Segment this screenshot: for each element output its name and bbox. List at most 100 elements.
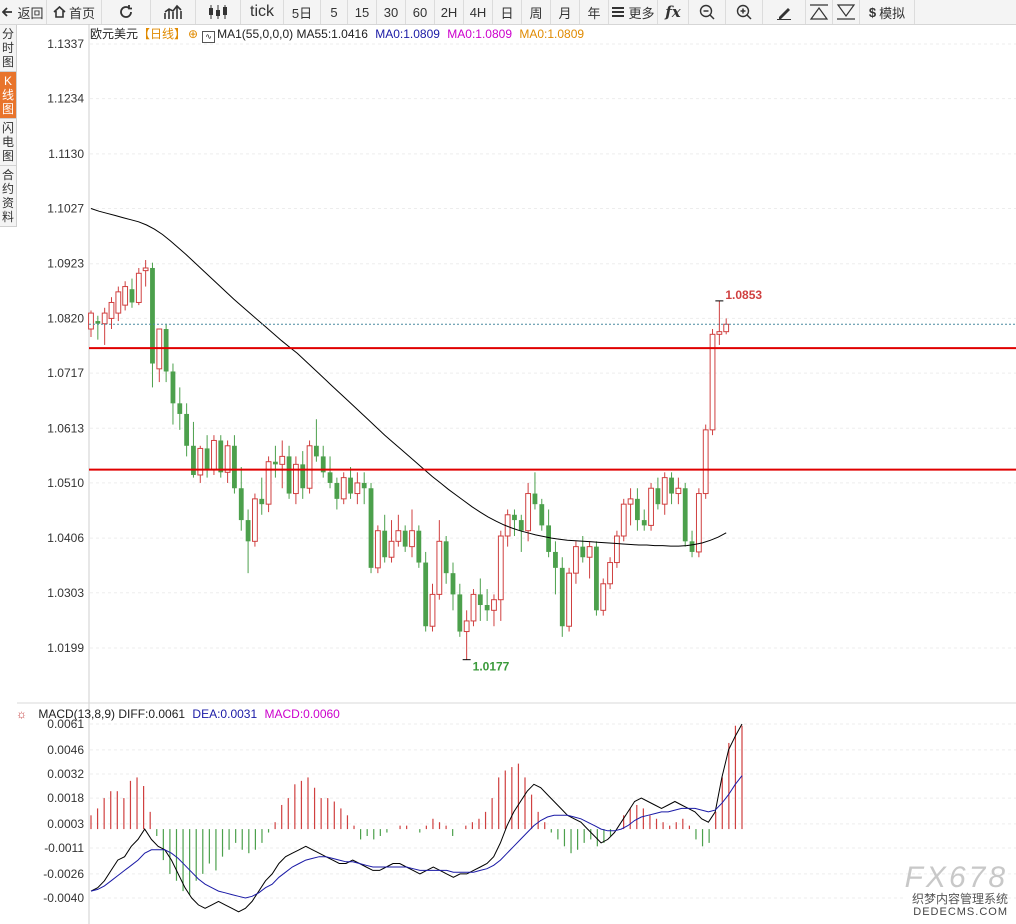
candle-body [218,440,224,473]
candle-body [723,323,730,333]
candle-body [566,572,573,627]
candle-body [594,546,599,611]
dea-line [90,775,743,899]
macd-tick-label: 0.0061 [47,717,84,731]
toolbar-label: 2H [440,4,458,20]
y-tick-label: 1.0717 [47,366,84,380]
y-tick-label: 1.1027 [47,202,84,216]
side-tab-2[interactable]: 闪电图 [0,119,17,166]
toolbar-button-16[interactable]: 年 [580,0,609,24]
toolbar-label: 4H [469,4,487,20]
toolbar-label: 30 [383,4,399,20]
toolbar-button-17[interactable]: 更多 [609,0,658,24]
candle-body [443,541,449,574]
candle-body [627,498,634,505]
candle-body [238,488,244,521]
candle-body [108,301,115,319]
toolbar-button-5[interactable]: tick [241,0,284,24]
main-legend: 欧元美元【日线】 ⊕ ∿ MA1(55,0,0,0) MA55:1.0416 MA0:… [90,25,584,43]
ma0-label-magenta: MA0:1.0809 [447,27,512,41]
macd-tick-label: 0.0003 [47,817,84,831]
candle-body [546,525,552,552]
toolbar-button-2[interactable] [102,0,151,24]
toolbar-button-1[interactable]: 首页 [47,0,102,24]
candle-body [300,464,306,489]
crosshair-icon[interactable]: ⊕ [188,27,199,41]
toolbar-button-7[interactable]: 5 [321,0,348,24]
settings-icon[interactable]: ☼ [16,707,27,721]
candle-body [382,530,388,558]
toolbar-button-4[interactable] [196,0,241,24]
low-label: 1.0177 [473,660,510,674]
candle-body [491,599,497,611]
toolbar-label: 15 [354,4,370,20]
toolbar-button-14[interactable]: 周 [522,0,551,24]
period-label: 【日线】 [138,27,187,41]
toolbar-button-21[interactable] [763,0,806,24]
toolbar-button-15[interactable]: 月 [551,0,580,24]
candle-body [135,272,142,303]
candle-body [457,594,463,632]
toolbar-button-20[interactable] [726,0,763,24]
y-tick-label: 1.0303 [47,586,84,600]
toolbar-button-9[interactable]: 30 [377,0,406,24]
toolbar-button-10[interactable]: 60 [406,0,435,24]
macd-tick-label: 0.0018 [47,791,84,805]
refresh-icon [118,4,134,20]
toolbar-button-24[interactable]: $ 模拟 [860,0,915,24]
watermark-logo: FX678 [904,861,1008,894]
diff-label: DIFF:0.0061 [118,707,186,721]
toolbar-button-19[interactable] [689,0,726,24]
candle-body [702,429,709,495]
candle-body [429,593,436,627]
toolbar-button-0[interactable]: 返回 [0,0,47,24]
back-arrow-icon [2,6,14,18]
toolbar-label: 模拟 [879,5,906,21]
toolbar-button-11[interactable]: 2H [435,0,464,24]
candle-body [409,530,415,548]
toolbar-button-12[interactable]: 4H [464,0,493,24]
candle-body [477,594,483,606]
candle-body [648,487,654,526]
candle-body [532,493,538,505]
candle-body [245,520,251,542]
symbol-name: 欧元美元 [90,27,139,41]
toolbar-button-23[interactable] [833,0,860,24]
indicator-icon[interactable]: ∿ [202,31,216,43]
candle-body [129,289,135,303]
toolbar-label: 5日 [291,5,313,21]
side-tab-1[interactable]: K线图 [0,72,17,119]
diff-line [90,723,743,913]
y-tick-label: 1.0613 [47,421,84,435]
side-tab-3[interactable]: 合约资料 [0,166,17,227]
toolbar-button-3[interactable] [151,0,196,24]
side-tab-0[interactable]: 分时图 [0,25,17,72]
candle-body [232,445,237,489]
candle-body [512,514,517,521]
toolbar-button-22[interactable] [806,0,833,24]
macd-tick-label: -0.0011 [44,841,84,855]
candle-body [273,461,278,465]
pen-icon [776,4,792,20]
candle-body [259,498,265,505]
toolbar-button-18[interactable]: fx [658,0,689,24]
candle-body [163,329,169,372]
toolbar-button-13[interactable]: 日 [493,0,522,24]
triangle-up-icon [809,4,829,20]
zoom-in-icon [736,4,752,20]
candle-body [395,530,402,542]
bar-chart-icon [163,4,183,20]
ma55-label: MA55:1.0416 [296,27,368,41]
dollar-icon: $ [868,4,877,20]
watermark-url: DEDECMS.COM [913,906,1008,918]
watermark: FX678 织梦内容管理系统 DEDECMS.COM [904,861,1008,918]
toolbar-button-6[interactable]: 5日 [284,0,321,24]
candle-body [580,546,586,558]
candle-body [361,482,367,489]
toolbar-button-8[interactable]: 15 [348,0,377,24]
candle-body [709,333,716,431]
y-tick-label: 1.0406 [47,531,84,545]
toolbar-label: tick [250,3,274,20]
candle-body [115,291,122,314]
